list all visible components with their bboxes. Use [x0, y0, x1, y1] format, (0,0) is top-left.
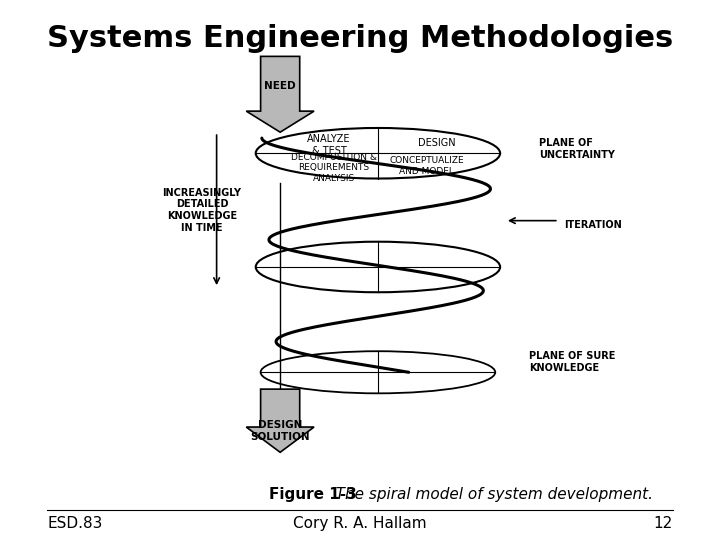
Text: NEED: NEED — [264, 81, 296, 91]
Text: DESIGN
SOLUTION: DESIGN SOLUTION — [251, 421, 310, 442]
Text: Systems Engineering Methodologies: Systems Engineering Methodologies — [47, 24, 673, 53]
Text: Cory R. A. Hallam: Cory R. A. Hallam — [293, 516, 427, 531]
Text: ITERATION: ITERATION — [564, 220, 621, 230]
Text: The spiral model of system development.: The spiral model of system development. — [321, 487, 653, 502]
Text: ANALYZE
& TEST: ANALYZE & TEST — [307, 134, 351, 156]
Polygon shape — [246, 56, 314, 132]
Text: DECOMPOSITION &
REQUIREMENTS
ANALYSIS: DECOMPOSITION & REQUIREMENTS ANALYSIS — [291, 153, 377, 183]
Text: 12: 12 — [654, 516, 673, 531]
Text: INCREASINGLY
DETAILED
KNOWLEDGE
IN TIME: INCREASINGLY DETAILED KNOWLEDGE IN TIME — [163, 188, 241, 233]
Text: Figure 1-3: Figure 1-3 — [269, 487, 356, 502]
Text: DESIGN: DESIGN — [418, 138, 455, 148]
Text: PLANE OF
UNCERTAINTY: PLANE OF UNCERTAINTY — [539, 138, 615, 160]
Text: ESD.83: ESD.83 — [48, 516, 102, 531]
Text: CONCEPTUALIZE
AND MODEL: CONCEPTUALIZE AND MODEL — [390, 156, 464, 176]
Polygon shape — [246, 389, 314, 453]
Text: PLANE OF SURE
KNOWLEDGE: PLANE OF SURE KNOWLEDGE — [529, 351, 616, 373]
